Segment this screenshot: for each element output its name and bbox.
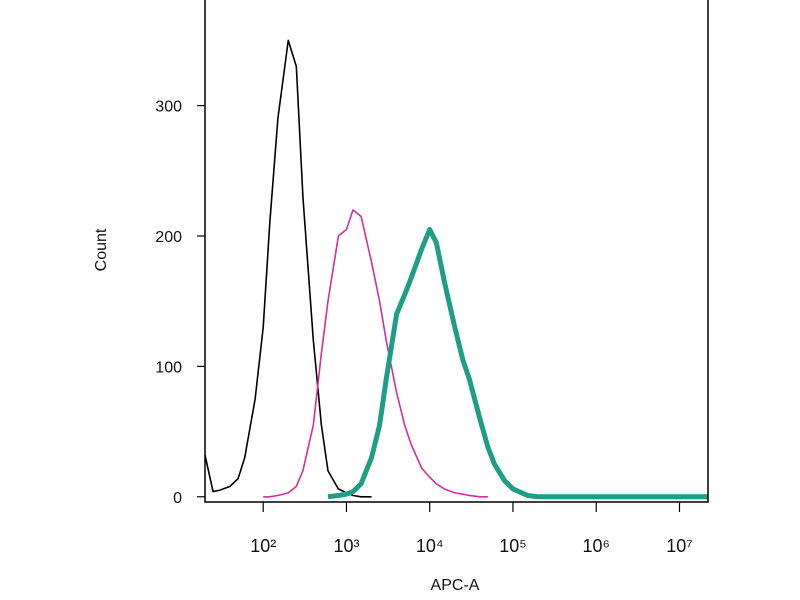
histogram-line: [327, 226, 708, 500]
y-axis-label: Count: [93, 228, 110, 271]
x-tick-label: 10⁷: [666, 536, 693, 556]
y-tick-label: 0: [173, 490, 182, 507]
y-tick-label: 100: [155, 359, 182, 376]
histogram-line: [204, 39, 372, 498]
histogram-line: [263, 209, 488, 498]
x-axis-label: APC-A: [431, 577, 480, 594]
y-tick-label: 200: [155, 229, 182, 246]
x-tick-label: 10⁵: [499, 536, 526, 556]
x-tick-label: 10⁶: [583, 536, 610, 556]
x-tick-label: 10³: [333, 536, 359, 556]
y-tick-label: 300: [155, 99, 182, 116]
x-tick-label: 10²: [250, 536, 276, 556]
x-tick-label: 10⁴: [416, 536, 444, 556]
plot-frame: [204, 0, 709, 503]
